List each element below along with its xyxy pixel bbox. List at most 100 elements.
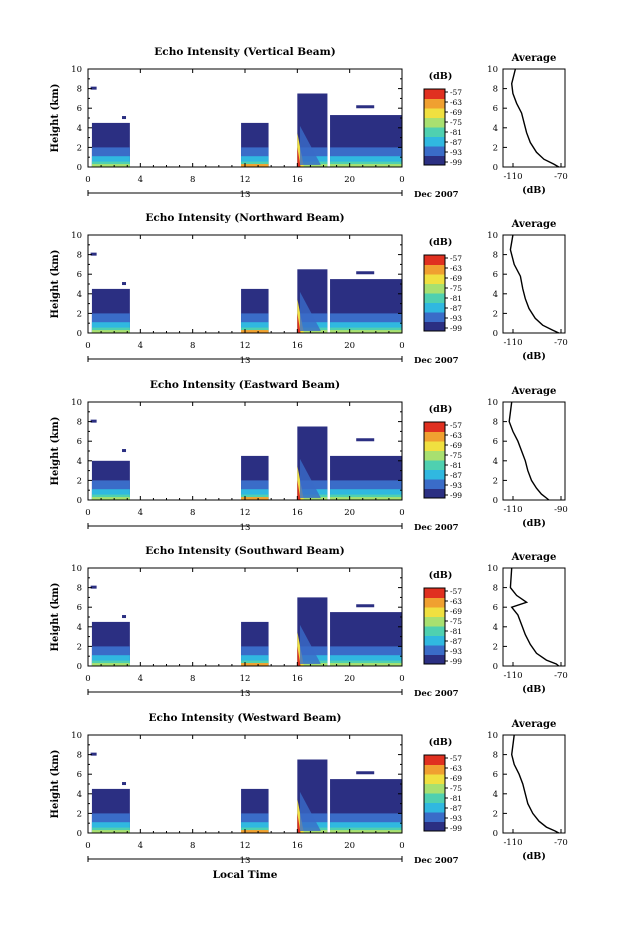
colorbar-swatch xyxy=(424,422,445,432)
colorbar-tick-label: -93 xyxy=(450,481,462,490)
heatmap-cell xyxy=(330,830,402,832)
colorbar-tick-label: -63 xyxy=(450,264,462,273)
x-tick-label: 0 xyxy=(399,841,404,851)
colorbar-swatch xyxy=(424,479,445,489)
colorbar-swatch xyxy=(424,274,445,284)
heatmap-cell xyxy=(356,105,374,108)
colorbar-swatch xyxy=(424,322,445,332)
y-tick-label: 0 xyxy=(77,662,82,672)
data-gap xyxy=(328,568,329,666)
average-y-tick-label: 0 xyxy=(493,662,498,672)
colorbar-swatch xyxy=(424,793,445,803)
colorbar-swatch xyxy=(424,655,445,665)
average-y-tick-label: 4 xyxy=(493,290,498,300)
y-tick-label: 4 xyxy=(77,457,82,467)
average-y-tick-label: 4 xyxy=(493,124,498,134)
average-y-tick-label: 4 xyxy=(493,457,498,467)
x-tick-label: 0 xyxy=(85,175,90,185)
average-frame xyxy=(503,235,565,333)
average-title: Average xyxy=(511,386,557,397)
average-y-tick-label: 10 xyxy=(487,731,498,741)
y-axis-label: Height (km) xyxy=(50,750,61,819)
colorbar-title: (dB) xyxy=(429,737,453,748)
average-y-tick-label: 2 xyxy=(493,143,498,153)
colorbar-tick-label: -87 xyxy=(450,804,462,813)
colorbar-tick-label: -99 xyxy=(450,824,462,833)
average-x-tick-label: -70 xyxy=(554,172,568,182)
colorbar-swatch xyxy=(424,265,445,275)
y-tick-label: 6 xyxy=(77,770,82,780)
figure: Echo Intensity (Vertical Beam)0246810Hei… xyxy=(0,0,620,929)
average-profile-line xyxy=(512,69,559,167)
heatmap-cell xyxy=(330,497,402,499)
average-y-tick-label: 0 xyxy=(493,329,498,339)
data-gap xyxy=(328,402,329,500)
heatmap-cell xyxy=(330,164,402,166)
average-y-tick-label: 8 xyxy=(493,418,498,428)
colorbar-swatch xyxy=(424,118,445,128)
colorbar-tick-label: -81 xyxy=(450,294,462,303)
colorbar-swatch xyxy=(424,451,445,461)
colorbar-swatch xyxy=(424,626,445,636)
colorbar-swatch xyxy=(424,303,445,313)
colorbar-tick-label: -57 xyxy=(450,587,462,596)
month-label: Dec 2007 xyxy=(414,689,459,699)
average-y-tick-label: 0 xyxy=(493,163,498,173)
average-x-tick-label: -110 xyxy=(503,338,522,348)
average-x-label: (dB) xyxy=(522,351,546,362)
x-tick-label: 20 xyxy=(344,674,355,684)
colorbar-tick-label: -69 xyxy=(450,108,462,117)
colorbar-swatch xyxy=(424,255,445,265)
y-tick-label: 2 xyxy=(77,809,82,819)
x-tick-label: 8 xyxy=(190,508,195,518)
colorbar-tick-label: -75 xyxy=(450,451,462,460)
colorbar-tick-label: -57 xyxy=(450,421,462,430)
colorbar-tick-label: -81 xyxy=(450,128,462,137)
colorbar-tick-label: -75 xyxy=(450,284,462,293)
x-tick-label: 16 xyxy=(292,508,303,518)
colorbar-tick-label: -69 xyxy=(450,607,462,616)
average-y-tick-label: 8 xyxy=(493,251,498,261)
x-tick-label: 4 xyxy=(138,175,143,185)
colorbar-tick-label: -93 xyxy=(450,148,462,157)
colorbar-swatch xyxy=(424,588,445,598)
data-gap xyxy=(328,69,329,167)
average-y-tick-label: 10 xyxy=(487,65,498,75)
y-tick-label: 10 xyxy=(71,398,82,408)
average-title: Average xyxy=(511,53,557,64)
month-label: Dec 2007 xyxy=(414,356,459,366)
average-y-tick-label: 6 xyxy=(493,603,498,613)
y-tick-label: 6 xyxy=(77,437,82,447)
average-y-tick-label: 10 xyxy=(487,564,498,574)
colorbar-swatch xyxy=(424,146,445,156)
colorbar-tick-label: -87 xyxy=(450,304,462,313)
y-tick-label: 8 xyxy=(77,751,82,761)
x-tick-label: 16 xyxy=(292,341,303,351)
colorbar-tick-label: -69 xyxy=(450,774,462,783)
colorbar-tick-label: -75 xyxy=(450,118,462,127)
average-x-label: (dB) xyxy=(522,518,546,529)
colorbar-tick-label: -63 xyxy=(450,597,462,606)
colorbar-tick-label: -99 xyxy=(450,491,462,500)
colorbar-tick-label: -93 xyxy=(450,647,462,656)
average-y-tick-label: 0 xyxy=(493,829,498,839)
x-tick-label: 4 xyxy=(138,674,143,684)
heatmap-cell xyxy=(356,271,374,274)
colorbar-swatch xyxy=(424,803,445,813)
heatmap-cell xyxy=(92,830,130,832)
y-tick-label: 8 xyxy=(77,418,82,428)
colorbar-tick-label: -99 xyxy=(450,657,462,666)
y-tick-label: 8 xyxy=(77,251,82,261)
colorbar-tick-label: -75 xyxy=(450,784,462,793)
colorbar-tick-label: -57 xyxy=(450,254,462,263)
colorbar-tick-label: -69 xyxy=(450,274,462,283)
x-tick-label: 20 xyxy=(344,175,355,185)
colorbar-swatch xyxy=(424,784,445,794)
average-frame xyxy=(503,568,565,666)
data-gap xyxy=(328,235,329,333)
y-tick-label: 10 xyxy=(71,731,82,741)
x-tick-label: 12 xyxy=(240,175,251,185)
average-y-tick-label: 0 xyxy=(493,496,498,506)
colorbar-tick-label: -99 xyxy=(450,324,462,333)
colorbar-swatch xyxy=(424,755,445,765)
